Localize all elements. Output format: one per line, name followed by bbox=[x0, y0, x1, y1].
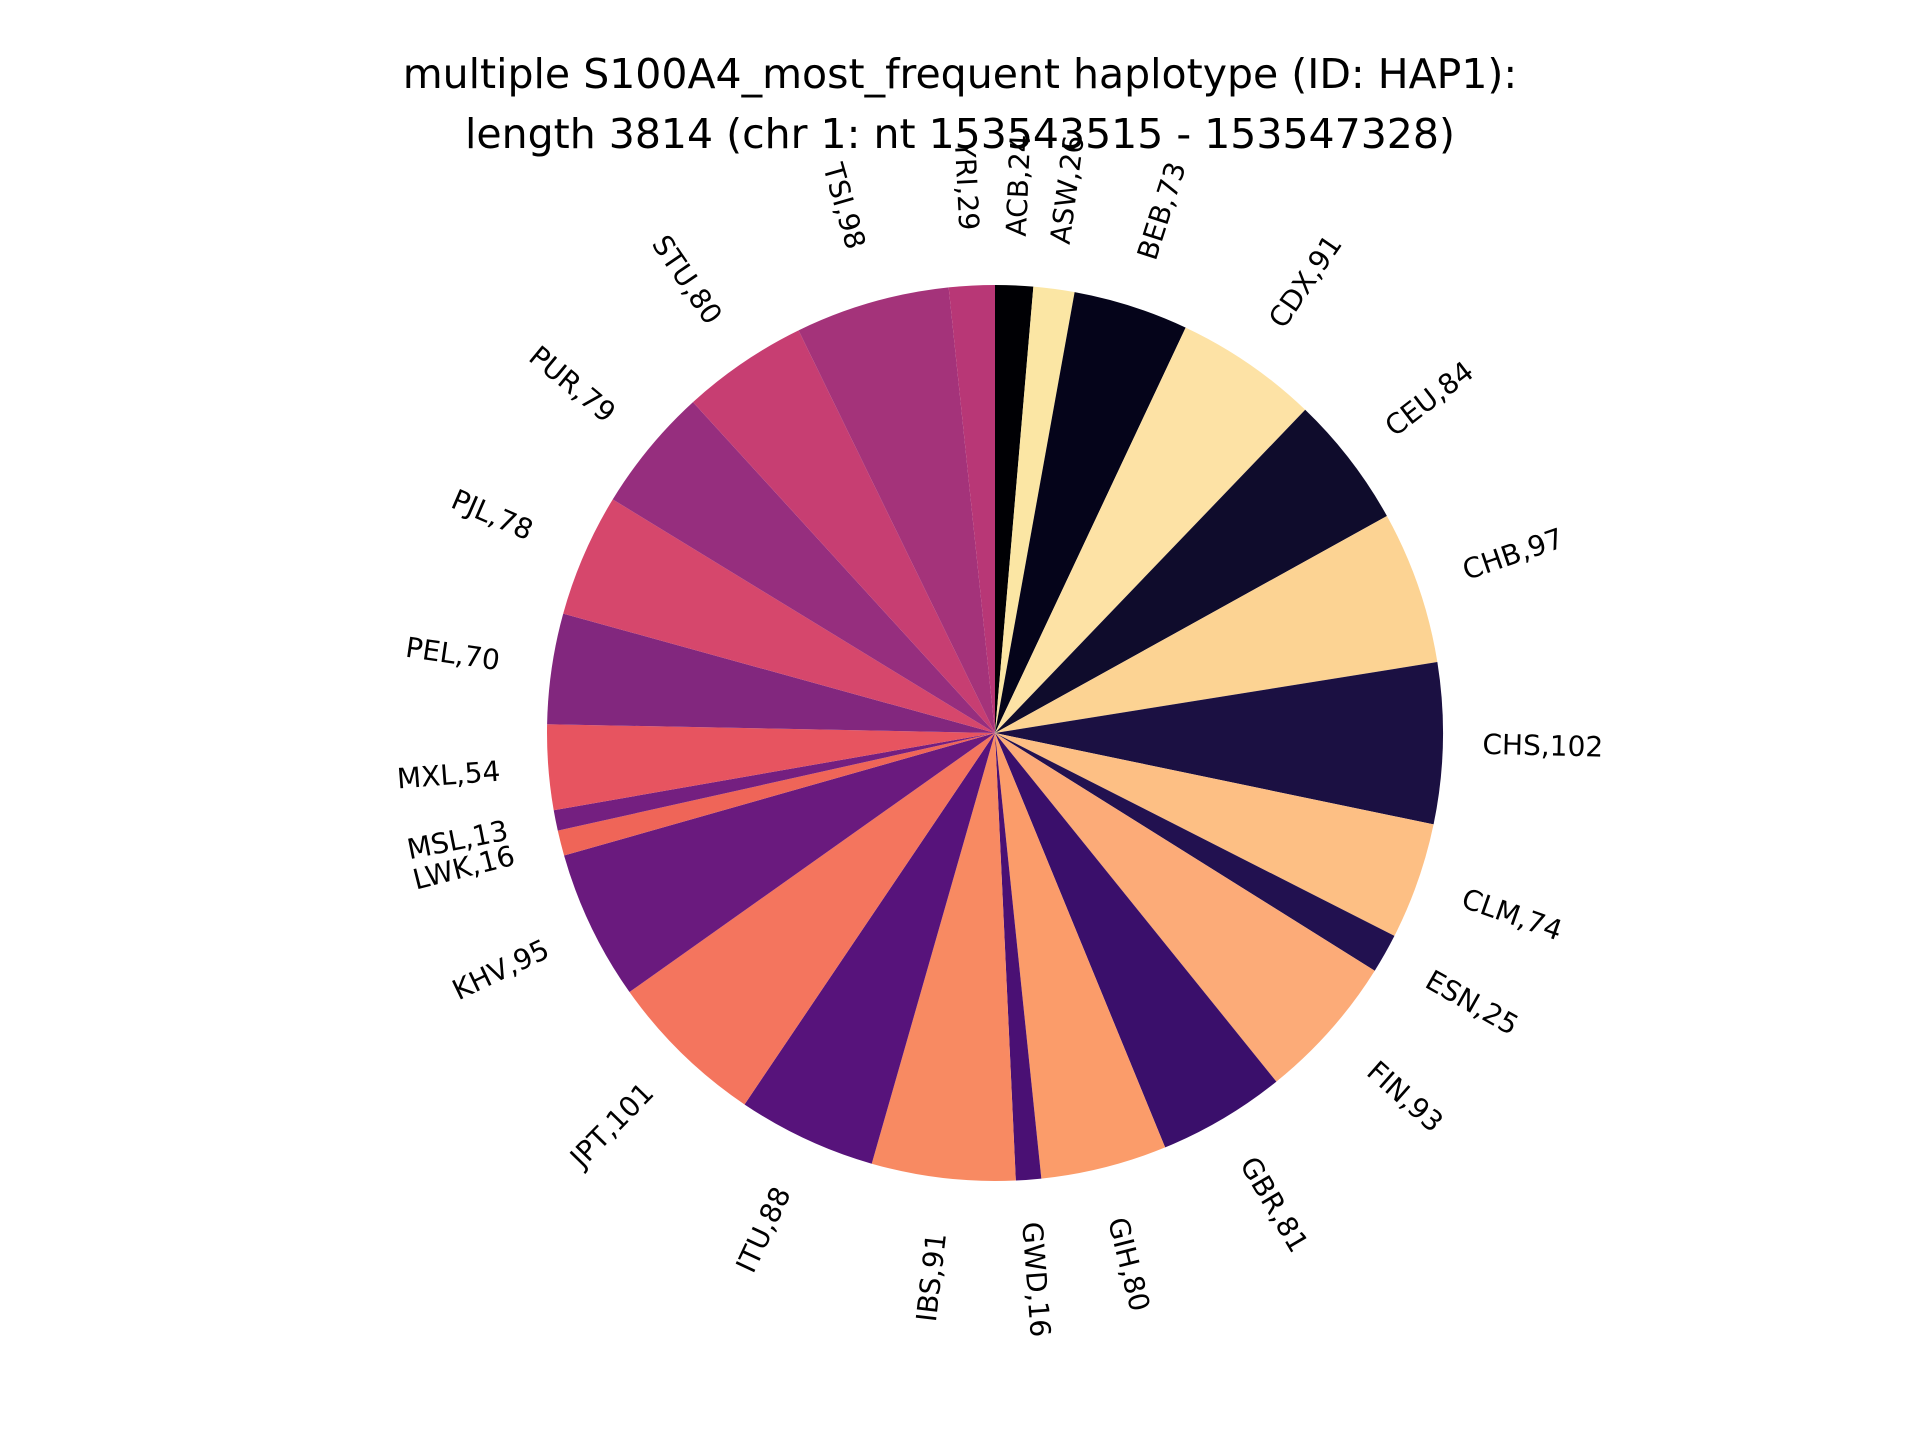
slice-label-mxl: MXL,54 bbox=[396, 755, 502, 796]
pie-slice-clm bbox=[995, 733, 1434, 936]
pie-slice-fin bbox=[995, 733, 1375, 1082]
pie-slice-pel bbox=[547, 613, 995, 733]
pie-slice-ceu bbox=[995, 409, 1387, 733]
pie-slice-chs bbox=[995, 662, 1444, 825]
pie-slice-gwd bbox=[995, 733, 1042, 1181]
pie-slice-esn bbox=[995, 733, 1395, 971]
pie-slice-beb bbox=[995, 292, 1186, 733]
pie-slice-gbr bbox=[995, 733, 1277, 1148]
slice-label-yri: YRI,29 bbox=[948, 139, 986, 231]
pie-slice-ibs bbox=[871, 733, 1016, 1182]
pie-slice-chb bbox=[995, 515, 1438, 733]
slice-label-acb: ACB,24 bbox=[1000, 134, 1037, 237]
pie-slice-pjl bbox=[563, 499, 995, 733]
pie-slice-gih bbox=[995, 733, 1166, 1179]
pie-slice-cdx bbox=[995, 327, 1306, 733]
pie-slice-pur bbox=[612, 402, 995, 733]
pie-slice-itu bbox=[744, 733, 995, 1164]
pie-slice-yri bbox=[948, 285, 995, 733]
slice-label-chs: CHS,102 bbox=[1482, 728, 1603, 764]
pie-slice-khv bbox=[564, 733, 995, 993]
chart-title-line-1: multiple S100A4_most_frequent haplotype … bbox=[403, 50, 1518, 98]
pie-slice-lwk bbox=[557, 733, 995, 856]
pie-slice-msl bbox=[553, 733, 995, 831]
pie-slice-asw bbox=[995, 286, 1075, 733]
pie-slices bbox=[547, 285, 1444, 1182]
pie-slice-jpt bbox=[629, 733, 995, 1105]
pie-slice-tsi bbox=[798, 287, 995, 733]
chart-title-line-2: length 3814 (chr 1: nt 153543515 - 15354… bbox=[465, 110, 1455, 158]
pie-slice-stu bbox=[692, 330, 995, 733]
pie-slice-mxl bbox=[547, 724, 995, 811]
pie-slice-acb bbox=[995, 285, 1034, 733]
